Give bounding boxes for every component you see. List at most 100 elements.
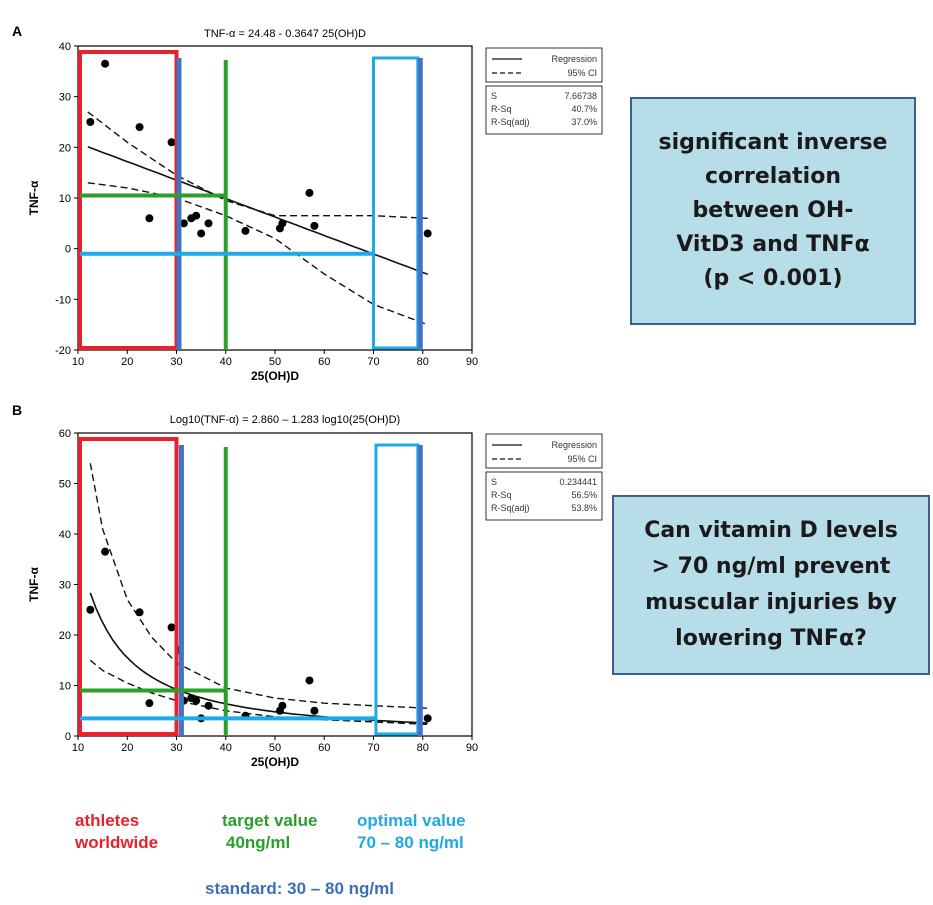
stats-label: R-Sq bbox=[491, 104, 512, 114]
data-point bbox=[305, 676, 314, 685]
y-tick-label: 10 bbox=[59, 193, 71, 205]
data-point bbox=[305, 188, 314, 197]
y-tick-label: 40 bbox=[59, 529, 71, 541]
panel-label-a: A bbox=[12, 23, 22, 39]
data-point bbox=[192, 211, 201, 220]
y-tick-label: 60 bbox=[59, 428, 71, 440]
x-tick-label: 10 bbox=[72, 356, 84, 368]
stats-value: 53.8% bbox=[571, 503, 597, 513]
stats-value: 0.234441 bbox=[559, 477, 597, 487]
data-point bbox=[278, 219, 287, 228]
data-point bbox=[204, 701, 213, 710]
y-tick-label: 0 bbox=[65, 244, 71, 256]
legend-optimal-line2: 70 – 80 ng/ml bbox=[357, 833, 464, 852]
y-tick-label: 40 bbox=[59, 41, 71, 53]
chart-title: TNF-α = 24.48 - 0.3647 25(OH)D bbox=[204, 28, 366, 40]
y-axis-label: TNF-α bbox=[27, 567, 41, 602]
stats-label: S bbox=[491, 91, 497, 101]
data-point bbox=[192, 696, 201, 705]
x-tick-label: 70 bbox=[367, 742, 379, 754]
data-point bbox=[135, 123, 144, 132]
stats-value: 7.66738 bbox=[564, 91, 597, 101]
stats-value: 37.0% bbox=[571, 117, 597, 127]
y-tick-label: 50 bbox=[59, 479, 71, 491]
stats-box bbox=[485, 471, 603, 521]
ci-lower-line bbox=[89, 659, 428, 726]
legend-target: target value 40ng/ml bbox=[222, 810, 317, 854]
legend-regression-label: Regression bbox=[551, 54, 597, 64]
stats-label: R-Sq(adj) bbox=[491, 503, 530, 513]
y-tick-label: 10 bbox=[59, 681, 71, 693]
legend-athletes-line2: worldwide bbox=[75, 833, 159, 852]
x-tick-label: 90 bbox=[466, 742, 478, 754]
legend-regression-label: Regression bbox=[551, 440, 597, 450]
callout-correlation-line: VitD3 and TNFα bbox=[676, 232, 870, 257]
data-point bbox=[310, 706, 319, 715]
data-point bbox=[423, 229, 432, 238]
legend-target-line2: 40ng/ml bbox=[226, 833, 291, 852]
legend-ci-label: 95% CI bbox=[567, 68, 597, 78]
y-axis-label: TNF-α bbox=[27, 180, 41, 215]
athletes-range-box bbox=[78, 50, 179, 350]
legend-optimal-line1: optimal value bbox=[357, 811, 466, 830]
data-point bbox=[86, 605, 95, 614]
data-point bbox=[167, 138, 176, 147]
y-tick-label: 30 bbox=[59, 92, 71, 104]
x-tick-label: 80 bbox=[417, 356, 429, 368]
data-point bbox=[86, 118, 95, 126]
data-point bbox=[197, 229, 206, 238]
x-tick-label: 30 bbox=[170, 742, 182, 754]
x-tick-label: 20 bbox=[121, 356, 133, 368]
stats-value: 40.7% bbox=[571, 104, 597, 114]
y-tick-label: -20 bbox=[55, 345, 71, 357]
callout-question-line: lowering TNFα? bbox=[675, 626, 867, 651]
optimal-range-box bbox=[374, 443, 420, 736]
y-tick-label: 0 bbox=[65, 731, 71, 743]
x-axis-label: 25(OH)D bbox=[251, 369, 299, 383]
x-tick-label: 90 bbox=[466, 356, 478, 368]
callout-correlation-line: (p < 0.001) bbox=[703, 266, 843, 291]
legend-athletes-line1: athletes bbox=[75, 811, 140, 830]
legend-box bbox=[485, 433, 603, 469]
x-tick-label: 40 bbox=[220, 742, 232, 754]
optimal-range-box bbox=[372, 56, 420, 350]
callout-question: Can vitamin D levels > 70 ng/ml prevent … bbox=[612, 495, 930, 675]
ci-lower-line bbox=[87, 182, 428, 326]
callout-correlation: significant inverse correlation between … bbox=[630, 97, 916, 325]
stats-label: R-Sq bbox=[491, 490, 512, 500]
legend-ci-label: 95% CI bbox=[567, 454, 597, 464]
y-tick-label: 30 bbox=[59, 580, 71, 592]
data-point bbox=[135, 608, 144, 617]
ci-upper-line bbox=[89, 463, 428, 709]
callout-correlation-line: correlation bbox=[705, 164, 841, 189]
callout-question-line: muscular injuries by bbox=[645, 590, 897, 615]
legend-box bbox=[485, 47, 603, 83]
x-tick-label: 70 bbox=[367, 356, 379, 368]
data-point bbox=[310, 221, 319, 230]
x-tick-label: 20 bbox=[121, 742, 133, 754]
data-point bbox=[145, 699, 154, 708]
plot-frame bbox=[77, 45, 473, 351]
x-axis-label: 25(OH)D bbox=[251, 755, 299, 769]
x-tick-label: 50 bbox=[269, 356, 281, 368]
callout-correlation-line: significant inverse bbox=[658, 130, 888, 155]
x-tick-label: 60 bbox=[318, 742, 330, 754]
legend-standard-text: standard: 30 – 80 ng/ml bbox=[205, 879, 394, 898]
data-point bbox=[423, 714, 432, 723]
chart-title: Log10(TNF-α) = 2.860 – 1.283 log10(25(OH… bbox=[170, 414, 400, 426]
x-tick-label: 40 bbox=[220, 356, 232, 368]
data-point bbox=[101, 547, 110, 556]
legend-standard: standard: 30 – 80 ng/ml bbox=[205, 878, 394, 900]
stats-label: R-Sq(adj) bbox=[491, 117, 530, 127]
x-tick-label: 30 bbox=[170, 356, 182, 368]
x-tick-label: 50 bbox=[269, 742, 281, 754]
legend-target-line1: target value bbox=[222, 811, 318, 830]
data-point bbox=[241, 226, 250, 235]
callout-question-line: > 70 ng/ml prevent bbox=[651, 554, 891, 579]
y-tick-label: 20 bbox=[59, 142, 71, 154]
legend-optimal: optimal value 70 – 80 ng/ml bbox=[357, 810, 466, 854]
callout-correlation-line: between OH- bbox=[692, 198, 854, 223]
x-tick-label: 10 bbox=[72, 742, 84, 754]
y-tick-label: -10 bbox=[55, 294, 71, 306]
